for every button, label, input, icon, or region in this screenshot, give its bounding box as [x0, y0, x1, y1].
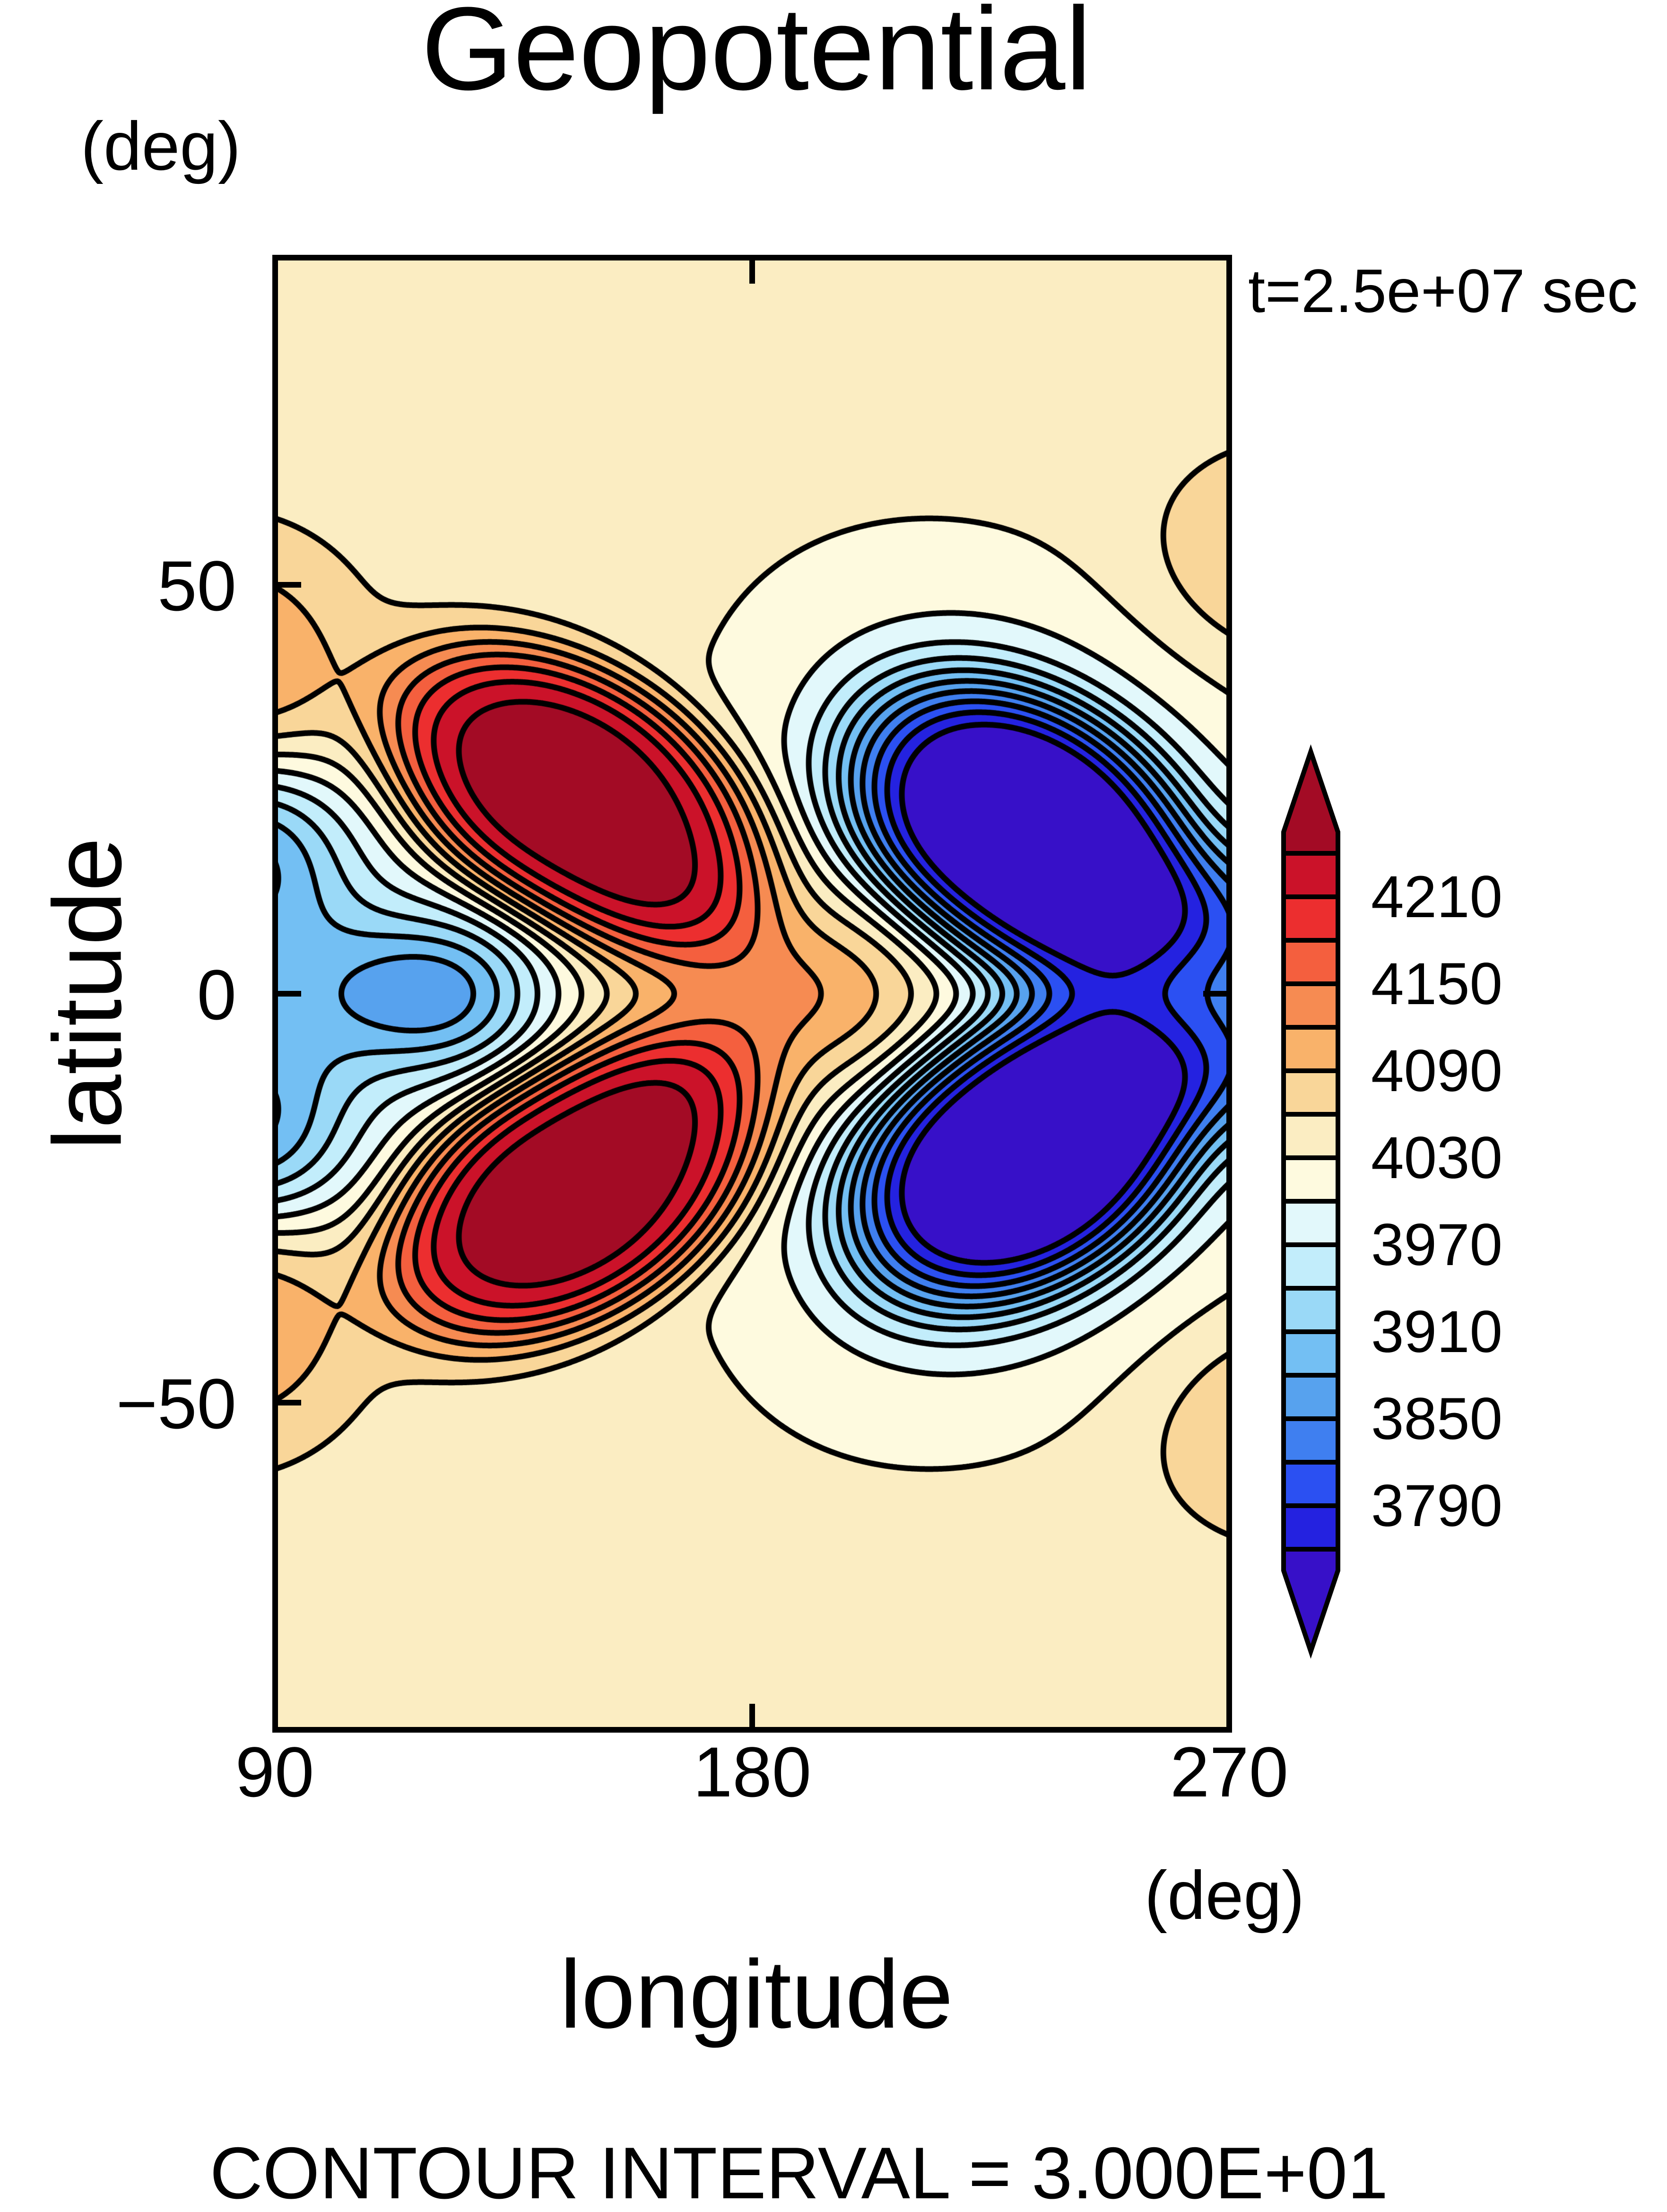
x-tick-label-270: 270 — [1170, 1732, 1289, 1812]
contour-interval-annotation: CONTOUR INTERVAL = 3.000E+01 — [209, 2132, 1389, 2212]
tick-mark — [272, 1704, 278, 1730]
x-axis-label: longitude — [559, 1940, 954, 2048]
colorbar-label: 4030 — [1371, 1125, 1503, 1191]
colorbar-label: 4150 — [1371, 951, 1503, 1017]
tick-mark — [275, 1400, 301, 1405]
tick-mark — [1226, 1704, 1232, 1730]
y-axis-unit-label: (deg) — [80, 108, 241, 184]
time-annotation: t=2.5e+07 sec — [1248, 256, 1638, 325]
tick-mark — [275, 991, 301, 997]
x-tick-label-180: 180 — [693, 1732, 812, 1812]
colorbar-label: 4090 — [1371, 1038, 1503, 1104]
tick-mark — [275, 582, 301, 588]
page-title: Geopotential — [421, 0, 1092, 114]
tick-mark — [749, 1704, 755, 1730]
colorbar-label: 3790 — [1371, 1473, 1503, 1539]
plot-frame — [272, 255, 1232, 1733]
tick-mark — [1226, 258, 1232, 284]
y-tick-label-50: 50 — [157, 546, 236, 625]
colorbar-label: 4210 — [1371, 864, 1503, 930]
tick-mark — [1203, 991, 1229, 997]
x-tick-label-90: 90 — [235, 1732, 314, 1812]
y-tick-label-0: 0 — [197, 955, 236, 1034]
colorbar-label: 3910 — [1371, 1299, 1503, 1365]
tick-mark — [749, 258, 755, 284]
tick-mark — [272, 258, 278, 284]
x-axis-unit-label: (deg) — [1144, 1857, 1305, 1934]
colorbar-label: 3850 — [1371, 1386, 1503, 1452]
colorbar-label: 3970 — [1371, 1212, 1503, 1278]
contour-plot-canvas — [275, 258, 1229, 1730]
y-tick-label-neg50: −50 — [116, 1364, 236, 1443]
